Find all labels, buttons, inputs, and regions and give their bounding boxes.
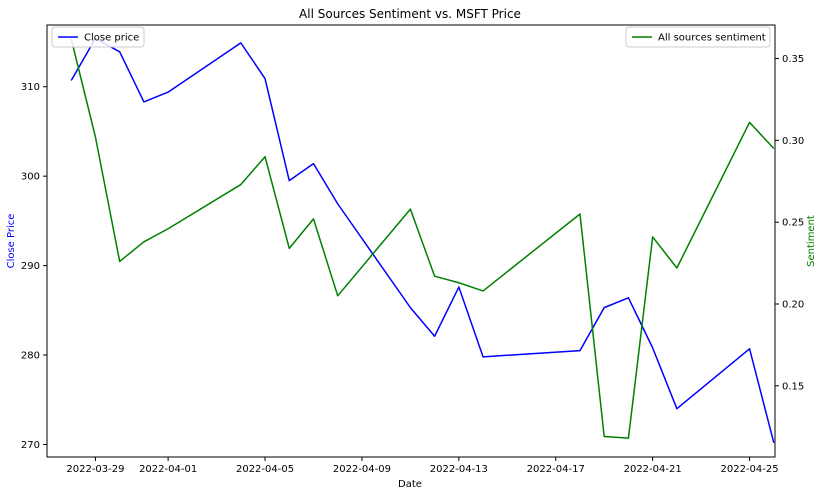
right-tick-label: 0.25 [782, 218, 804, 229]
right-axis-label: Sentiment [806, 215, 817, 267]
right-tick-label: 0.35 [782, 54, 804, 65]
x-tick-label: 2022-04-25 [720, 464, 778, 475]
x-tick-label: 2022-04-09 [333, 464, 391, 475]
sentiment-line [70, 38, 775, 439]
legend-box [625, 26, 771, 48]
left-tick-label: 310 [21, 82, 40, 93]
legend-close-price: Close price [51, 26, 145, 48]
left-tick-label: 300 [21, 172, 40, 183]
x-tick-label: 2022-04-17 [527, 464, 585, 475]
right-tick-label: 0.30 [782, 136, 804, 147]
left-tick-label: 290 [21, 261, 40, 272]
x-tick-label: 2022-04-13 [430, 464, 488, 475]
plot-area: 2022-03-29 2022-04-01 2022-04-05 2022-04-09… [21, 24, 804, 475]
legend-sentiment: All sources sentiment [625, 26, 771, 48]
right-tick-label: 0.15 [782, 381, 804, 392]
plot-frame [46, 24, 776, 458]
left-tick-label: 270 [21, 440, 40, 451]
right-tick-label: 0.20 [782, 300, 804, 311]
x-tick-label: 2022-03-29 [66, 464, 124, 475]
legend-label: Close price [84, 33, 139, 44]
x-tick-label: 2022-04-05 [236, 464, 294, 475]
chart-title: All Sources Sentiment vs. MSFT Price [299, 7, 521, 21]
close-price-line [70, 37, 775, 443]
left-tick-label: 280 [21, 351, 40, 362]
legend-box [51, 26, 145, 48]
left-axis-label: Close Price [6, 214, 17, 269]
x-axis-label: Date [398, 479, 422, 490]
x-tick-label: 2022-04-21 [624, 464, 682, 475]
x-tick-label: 2022-04-01 [139, 464, 197, 475]
legend-label: All sources sentiment [658, 33, 766, 44]
